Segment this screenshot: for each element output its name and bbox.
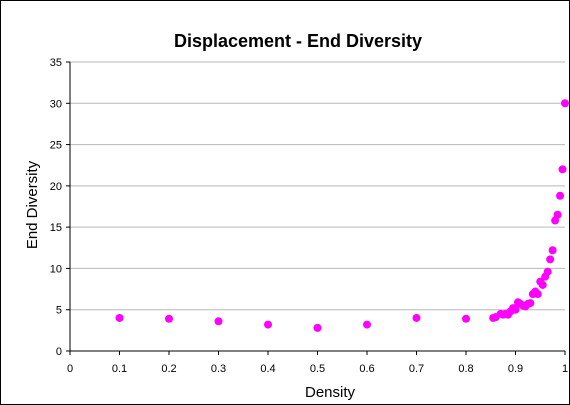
data-point: [533, 290, 542, 299]
x-tick-label: 0.6: [359, 363, 374, 375]
data-point: [558, 165, 567, 174]
x-tick-label: 0.5: [310, 363, 325, 375]
x-tick-label: 0.1: [112, 363, 127, 375]
data-point: [264, 320, 272, 329]
data-point: [412, 313, 421, 322]
data-point: [214, 317, 223, 326]
data-point: [546, 255, 555, 264]
x-tick-label: 0.4: [260, 363, 275, 375]
axes: [66, 61, 566, 355]
y-tick-labels: 0 5 10 15 20 25 30 35: [50, 57, 62, 358]
data-point: [313, 323, 322, 332]
data-point: [462, 314, 470, 323]
y-tick-label: 25: [50, 140, 62, 152]
chart-title: Displacement - End Diversity: [174, 31, 422, 51]
x-tick-label: 0.9: [508, 363, 523, 375]
y-axis-title: End Diversity: [24, 160, 41, 249]
y-tick-label: 15: [50, 222, 62, 234]
data-point: [561, 99, 569, 108]
y-tick-label: 5: [56, 305, 62, 317]
y-tick-label: 20: [50, 181, 62, 193]
data-point: [115, 313, 124, 322]
data-point: [165, 314, 173, 323]
x-tick-label: 0.2: [161, 363, 176, 375]
data-point: [511, 305, 520, 314]
x-tick-labels: 0 0.1 0.2 0.3 0.4 0.5 0.6 0.7 0.8 0.9 1: [67, 363, 568, 375]
y-tick-label: 30: [50, 98, 62, 110]
data-point: [556, 191, 565, 200]
x-tick-label: 1: [562, 363, 568, 375]
x-tick-label: 0.7: [409, 363, 424, 375]
data-point: [548, 246, 557, 255]
x-tick-label: 0.8: [458, 363, 473, 375]
y-tick-label: 10: [50, 263, 62, 275]
x-tick-label: 0.3: [211, 363, 226, 375]
x-axis-title: Density: [305, 384, 356, 401]
data-point: [526, 299, 535, 308]
gridlines: [70, 61, 565, 311]
y-tick-label: 35: [50, 57, 62, 69]
data-points: [115, 99, 569, 332]
data-point: [553, 210, 562, 219]
data-point: [538, 280, 547, 289]
data-point: [543, 267, 552, 276]
y-tick-label: 0: [56, 346, 62, 358]
plot-area: [70, 62, 565, 351]
data-point: [363, 320, 371, 329]
x-tick-label: 0: [67, 363, 73, 375]
